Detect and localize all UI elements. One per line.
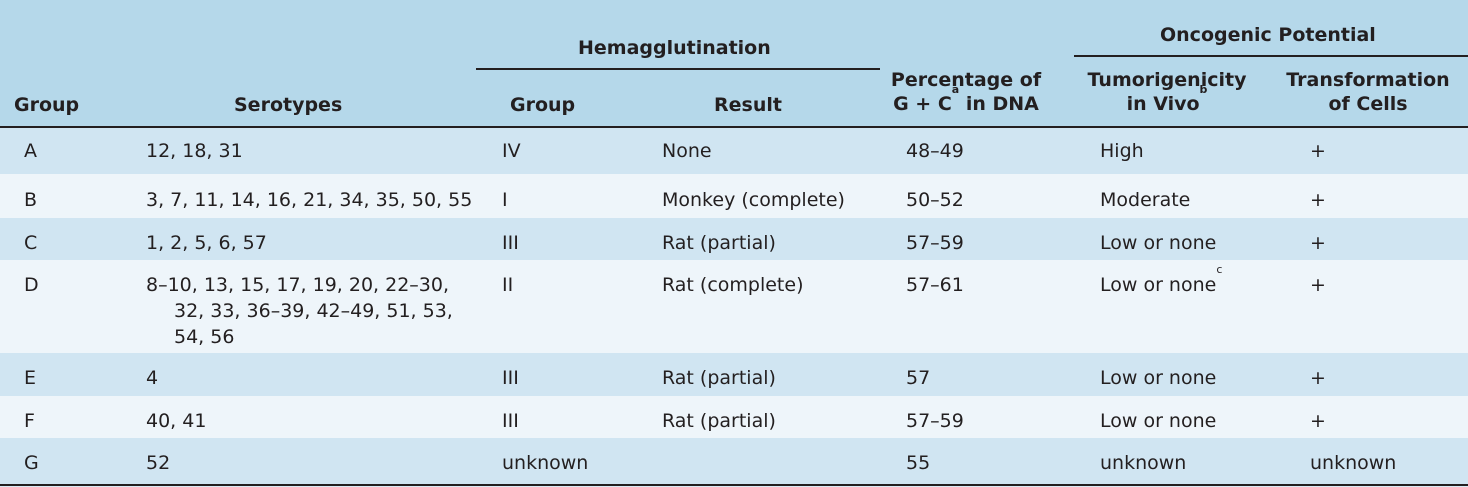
table-row: E 4 III Rat (partial) 57 Low or none + — [0, 353, 1468, 396]
table-row: F 40, 41 III Rat (partial) 57–59 Low or … — [0, 396, 1468, 438]
table-header: Hemagglutination Oncogenic Potential Gro… — [0, 0, 1468, 126]
result-header: Result — [714, 94, 782, 116]
transformation-header: Transformation of Cells — [1286, 69, 1450, 115]
group-header: Group — [14, 94, 80, 116]
table-row: A 12, 18, 31 IV None 48–49 High + — [0, 128, 1468, 174]
table-row: C 1, 2, 5, 6, 57 III Rat (partial) 57–59… — [0, 218, 1468, 260]
table-bottom-rule — [0, 484, 1468, 486]
table-row: D 8–10, 13, 15, 17, 19, 20, 22–30, 32, 3… — [0, 260, 1468, 353]
gc-header: Percentage of G + Ca in DNA — [890, 69, 1042, 115]
hemagglutination-rule — [476, 68, 880, 70]
table-row: B 3, 7, 11, 14, 16, 21, 34, 35, 50, 55 I… — [0, 174, 1468, 218]
hemagglutination-header: Hemagglutination — [578, 37, 771, 59]
oncogenic-rule — [1074, 55, 1468, 57]
table-row: G 52 unknown 55 unknown unknown — [0, 438, 1468, 484]
serotypes-header: Serotypes — [234, 94, 343, 116]
oncogenic-potential-header: Oncogenic Potential — [1160, 24, 1376, 46]
header-bottom-rule — [0, 126, 1468, 128]
hem-group-header: Group — [510, 94, 576, 116]
tumorigenicity-header: Tumorigenicity in Vivob — [1087, 69, 1247, 115]
